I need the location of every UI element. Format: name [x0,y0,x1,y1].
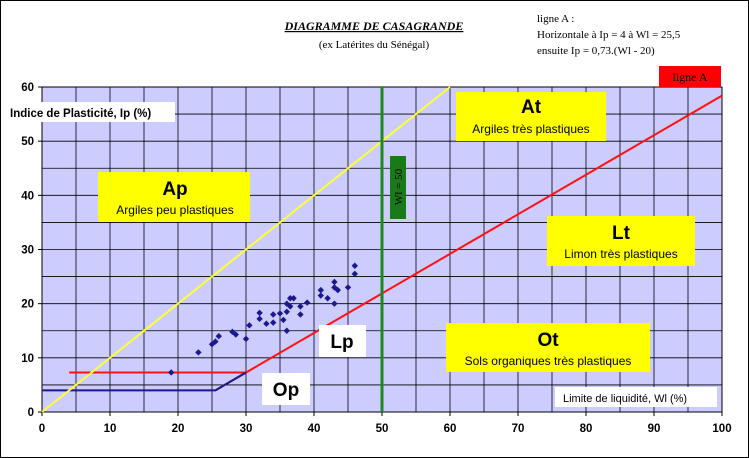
data-point [287,303,294,310]
y-tick-label: 50 [21,136,34,148]
zone-op-code: Op [273,380,299,401]
data-point [270,311,277,318]
zone-lp-code: Lp [330,332,353,353]
chart-title: DIAGRAMME DE CASAGRANDE [284,19,464,33]
zone-ap-box [98,172,250,222]
axes: 0 10 20 30 40 50 60 70 80 90 100 0 10 20 30 40 50 60 [21,82,731,435]
x-tick-label: 20 [172,423,185,435]
data-point [324,295,331,302]
data-point [232,331,239,338]
x-tick-label: 50 [376,423,389,435]
data-point [331,278,338,286]
data-point [276,310,284,317]
x-tick-label: 90 [648,423,661,435]
y-tick-label: 30 [21,245,34,257]
data-point [212,338,219,345]
data-point [256,315,263,323]
data-point [317,292,324,299]
data-points [168,262,358,376]
data-point [290,295,297,302]
y-tick-label: 20 [21,299,34,311]
data-point [287,295,294,302]
zone-at-box [456,92,606,141]
y-tick-label: 10 [21,353,34,365]
zone-lt-code: Lt [612,223,631,244]
x-tick-label: 80 [580,423,593,435]
x-tick-label: 10 [104,423,117,435]
xlabel-box [555,387,717,407]
zone-lp-box [319,325,366,357]
data-point [270,319,277,326]
chart-subtitle: (ex Latérites du Sénégal) [319,39,430,51]
y-tick-label: 60 [21,82,34,94]
data-point [195,349,202,356]
ligne-a-line [214,94,723,392]
blue-boundary-line [42,371,247,392]
data-point [256,309,263,317]
data-point [280,316,287,324]
zone-ap-code: Ap [162,179,187,200]
data-point [351,270,358,278]
zone-ap-description: Argiles peu plastiques [116,203,233,217]
data-point [317,286,324,294]
zone-ot-box [446,323,650,372]
y-axis-label: Indice de Plasticité, Ip (%) [10,108,151,120]
wl50-badge-bg [390,156,406,219]
data-point [344,284,352,291]
ligne-a-badge: ligne A [673,70,708,84]
x-tick-label: 30 [240,423,253,435]
data-point [242,335,250,343]
note-line-3: ensuite Ip = 0,73.(Wl - 20) [537,45,655,57]
data-point [263,320,270,327]
x-tick-label: 0 [39,423,45,435]
data-point [351,262,358,269]
data-point [215,332,222,340]
note-line-1: ligne A : [537,13,574,25]
data-point [283,327,290,334]
data-point [304,299,311,306]
x-axis-label: Limite de liquidité, Wl (%) [563,393,687,405]
data-point [297,303,304,310]
data-point [283,308,290,315]
data-point [297,311,304,318]
y-tick-label: 0 [28,407,34,419]
zone-lt-box [547,216,695,266]
zone-lt-description: Limon très plastiques [564,247,677,261]
x-tick-label: 70 [512,423,525,435]
zone-at-description: Argiles très plastiques [472,122,589,136]
zone-ot-code: Ot [537,330,559,351]
data-point [168,369,175,376]
ligne-a-badge-bg [659,66,721,87]
zone-at-code: At [521,97,542,118]
data-point [334,286,341,294]
x-tick-label: 60 [444,423,457,435]
zone-op-box [262,373,310,405]
ylabel-box [3,102,175,122]
reference-lines [41,86,723,413]
y-tick-label: 40 [21,190,34,202]
x-tick-label: 40 [308,423,321,435]
data-point [331,300,338,307]
wl50-badge: Wl = 50 [393,168,405,205]
note-line-2: Horizontale à Ip = 4 à Wl = 25,5 [537,29,681,41]
data-point [246,322,253,329]
x-tick-label: 100 [712,423,731,435]
zone-ot-description: Sols organiques très plastiques [465,354,632,368]
